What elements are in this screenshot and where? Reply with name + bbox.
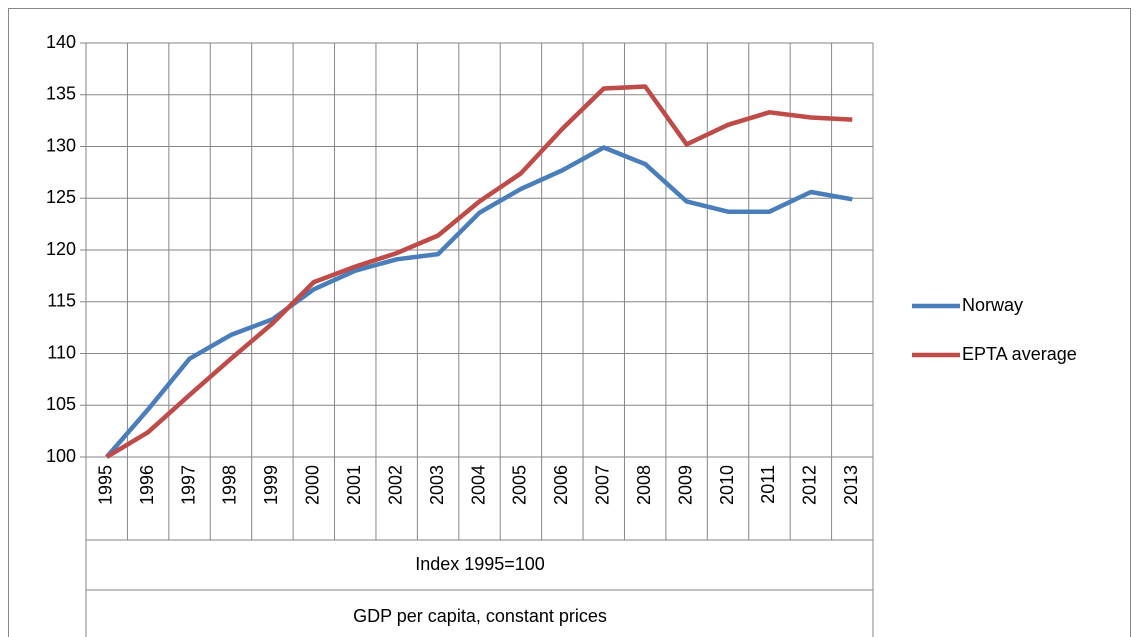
x-tick-label: 2003 <box>427 465 447 505</box>
y-tick-label: 110 <box>47 342 76 362</box>
y-tick-label: 105 <box>46 394 76 414</box>
y-tick-label: 115 <box>47 291 76 311</box>
y-tick-label: 120 <box>46 239 76 259</box>
y-tick-label: 125 <box>46 187 76 207</box>
series-line <box>105 84 853 459</box>
x-tick-label: 1998 <box>220 465 240 505</box>
y-tick-label: 100 <box>46 446 76 466</box>
x-tick-label: 2010 <box>717 465 737 505</box>
y-tick-label: 135 <box>46 84 76 104</box>
x-tick-label: 2004 <box>468 465 488 505</box>
series-line <box>105 145 853 459</box>
x-tick-label: 2008 <box>634 465 654 505</box>
x-tick-label: 2001 <box>344 465 364 505</box>
x-tick-label: 1999 <box>261 465 281 505</box>
x-tick-label: 2005 <box>510 465 530 505</box>
y-tick-label: 130 <box>46 135 76 155</box>
x-tick-label: 2009 <box>675 465 695 505</box>
x-tick-label: 1995 <box>95 465 115 505</box>
category-level-label: GDP per capita, constant prices <box>353 606 607 626</box>
x-tick-label: 2000 <box>303 465 323 505</box>
x-tick-label: 2011 <box>758 465 778 504</box>
x-tick-label: 2006 <box>551 465 571 505</box>
x-tick-label: 2007 <box>593 465 613 505</box>
chart-frame <box>8 8 1131 637</box>
legend-label: EPTA average <box>962 344 1077 364</box>
legend-label: Norway <box>962 295 1023 315</box>
category-level-label: Index 1995=100 <box>415 554 545 574</box>
x-tick-label: 1996 <box>137 465 157 505</box>
x-tick-label: 2012 <box>800 465 820 505</box>
x-tick-label: 2013 <box>841 465 861 505</box>
x-tick-label: 2002 <box>385 465 405 505</box>
x-tick-label: 1997 <box>178 465 198 505</box>
y-tick-label: 140 <box>46 32 76 52</box>
